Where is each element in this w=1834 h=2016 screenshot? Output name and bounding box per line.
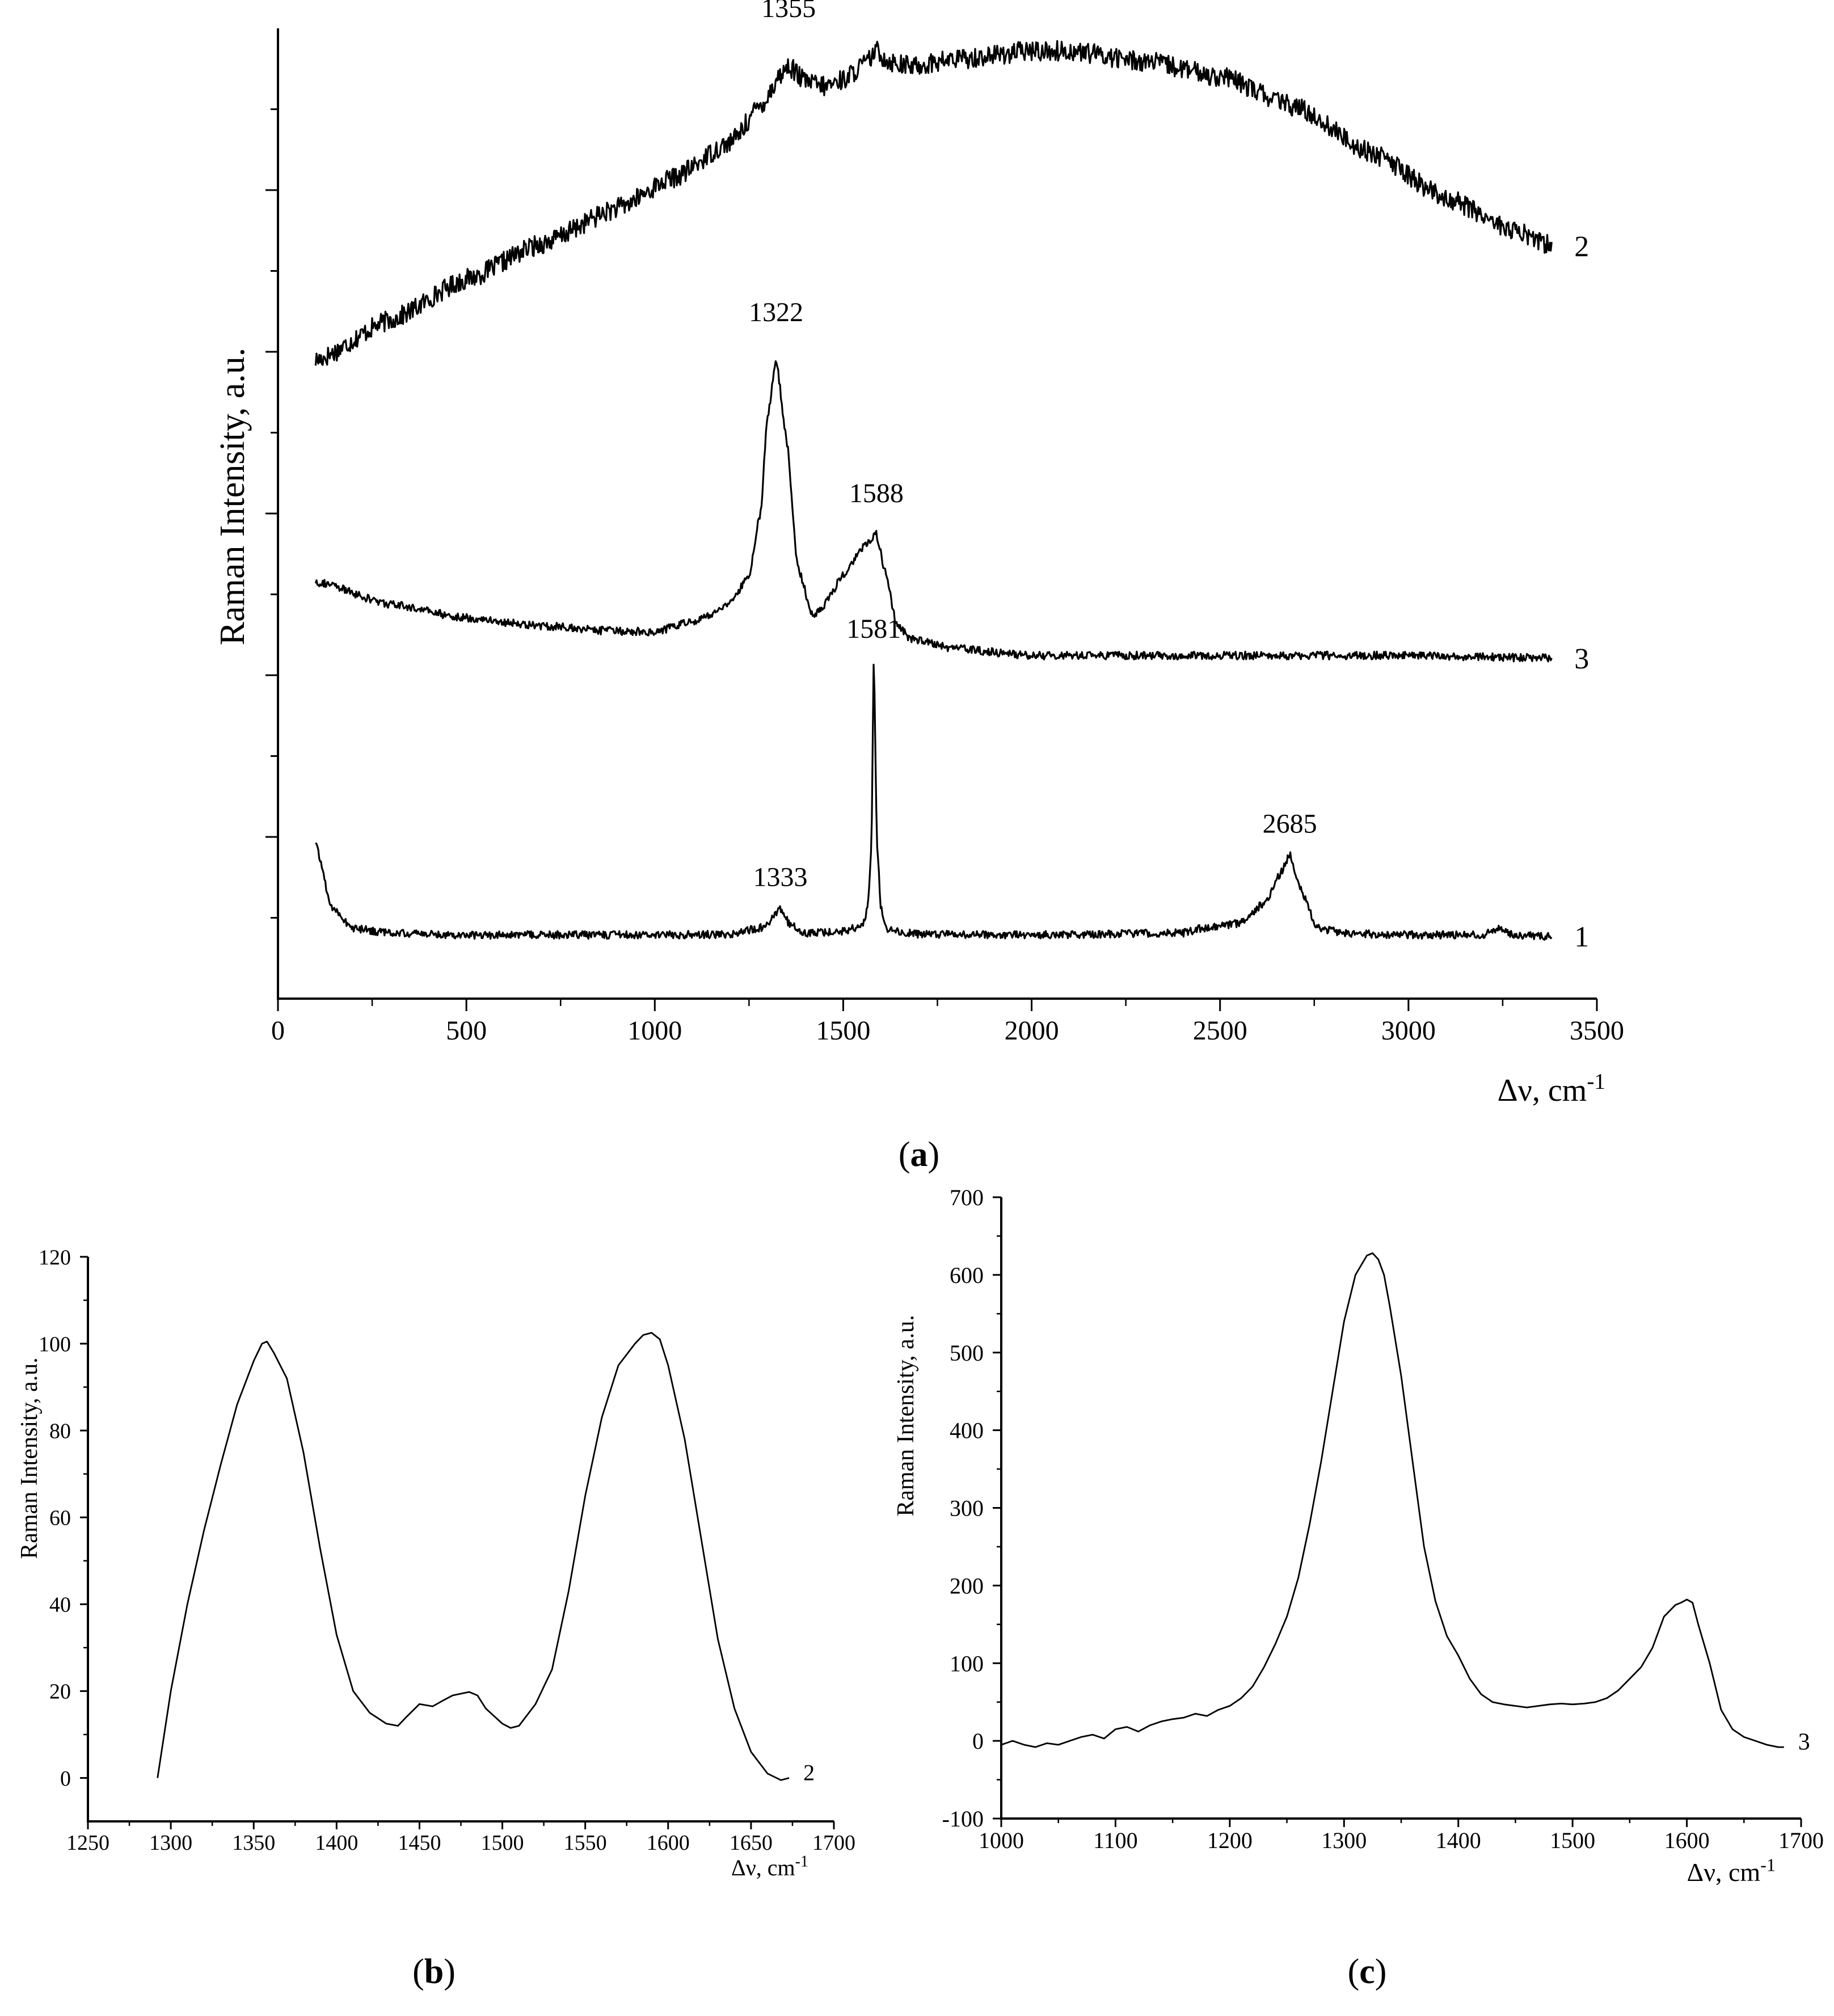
- c-x-axis-label-superscript: -1: [1760, 1854, 1776, 1875]
- panel-c-caption: (c): [1348, 1952, 1387, 1991]
- a-peak-label: 1355: [761, 0, 816, 23]
- c-y-tick-label: 600: [950, 1262, 984, 1288]
- a-x-tick-label: 2500: [1193, 1016, 1247, 1046]
- c-y-tick-label: 400: [950, 1418, 984, 1443]
- panel-a-series: 2 3 1: [314, 40, 1589, 953]
- a-series-3-line: [314, 360, 1553, 663]
- b-x-tick-label: 1500: [481, 1831, 524, 1855]
- c-y-tick-label: 300: [950, 1496, 984, 1521]
- a-x-tick-label: 1500: [816, 1016, 870, 1046]
- c-y-tick-label: 0: [972, 1728, 984, 1754]
- b-x-tick-label: 1300: [149, 1831, 192, 1855]
- panel-a-main-spectra: 0 500 1000 1500 2000 2500 3000 3500 2 3 1 1355 158…: [213, 0, 1624, 1174]
- b-y-tick-label: 80: [49, 1419, 71, 1443]
- panel-b-caption-letter: b: [424, 1952, 444, 1991]
- a-x-axis-label-superscript: -1: [1587, 1069, 1605, 1093]
- c-x-tick-label: 1600: [1664, 1828, 1710, 1853]
- panel-b-ticks: 1250 1300 1350 1400 1450 1500 1550 1600 1650 1700…: [39, 1245, 855, 1855]
- c-x-tick-label: 1100: [1093, 1828, 1138, 1853]
- panel-c-y-axis-label: Raman Intensity, a.u.: [893, 1315, 919, 1516]
- panel-b-caption: (b): [412, 1952, 456, 1991]
- c-y-tick-label: 700: [950, 1185, 984, 1210]
- b-y-tick-label: 120: [39, 1245, 71, 1269]
- c-y-tick-label: 100: [950, 1651, 984, 1676]
- c-y-tick-label: 500: [950, 1340, 984, 1366]
- a-x-tick-label: 2000: [1005, 1016, 1059, 1046]
- panel-a-annotations: 1355 1589 1322 1588 1581 1333 2685: [749, 0, 1317, 893]
- a-x-tick-label: 3500: [1570, 1016, 1624, 1046]
- a-series-3-label: 3: [1574, 643, 1589, 675]
- c-series-3-line: [1001, 1252, 1784, 1748]
- panel-b-inset-spectrum-2: 1250 1300 1350 1400 1450 1500 1550 1600 1650 1700…: [16, 1245, 855, 1991]
- b-x-tick-label: 1350: [232, 1831, 275, 1855]
- b-x-tick-label: 1250: [66, 1831, 109, 1855]
- b-y-tick-label: 100: [39, 1332, 71, 1356]
- b-y-tick-label: 40: [49, 1593, 71, 1617]
- a-peak-label: 1322: [749, 297, 803, 327]
- a-x-tick-label: 1000: [627, 1016, 682, 1046]
- panel-c-series: 3: [1001, 1252, 1810, 1755]
- a-series-2-line: [314, 40, 1553, 366]
- b-x-tick-label: 1400: [315, 1831, 358, 1855]
- panel-a-caption: (a): [899, 1135, 939, 1174]
- a-peak-label: 1589: [850, 0, 904, 3]
- b-x-tick-label: 1600: [647, 1831, 690, 1855]
- a-series-1-line: [315, 663, 1553, 941]
- c-x-tick-label: 1400: [1436, 1828, 1481, 1853]
- b-x-tick-label: 1650: [730, 1831, 773, 1855]
- a-peak-label: 1581: [846, 614, 901, 644]
- panel-b-y-axis-label: Raman Intensity, a.u.: [16, 1357, 43, 1559]
- c-x-tick-label: 1000: [979, 1828, 1024, 1853]
- a-x-tick-label: 500: [446, 1016, 487, 1046]
- b-series-2-label: 2: [803, 1760, 815, 1785]
- c-x-tick-label: 1700: [1778, 1828, 1824, 1853]
- panel-a-ticks: 0 500 1000 1500 2000 2500 3000 3500: [265, 108, 1624, 1046]
- c-y-tick-label: -100: [942, 1806, 984, 1832]
- c-x-tick-label: 1500: [1550, 1828, 1595, 1853]
- b-y-tick-label: 0: [60, 1767, 71, 1791]
- c-series-3-label: 3: [1798, 1729, 1810, 1755]
- panel-c-ticks: 1000 1100 1200 1300 1400 1500 1600 1700 -100 0 100…: [942, 1185, 1824, 1853]
- a-peak-label: 2685: [1263, 809, 1317, 839]
- panel-c-inset-spectrum-3: 1000 1100 1200 1300 1400 1500 1600 1700 -100 0 100…: [893, 1185, 1824, 1991]
- a-peak-label: 1588: [849, 478, 904, 508]
- panel-a-y-axis-label: Raman Intensity, a.u.: [213, 348, 252, 646]
- panel-b-series: 2: [157, 1332, 815, 1785]
- a-x-tick-label: 0: [271, 1016, 285, 1046]
- panel-a-caption-letter: a: [910, 1135, 928, 1174]
- panel-c-caption-letter: c: [1359, 1952, 1375, 1991]
- b-x-tick-label: 1700: [812, 1831, 855, 1855]
- c-x-tick-label: 1200: [1207, 1828, 1253, 1853]
- b-series-2-line: [157, 1332, 790, 1781]
- b-x-axis-label-superscript: -1: [795, 1853, 808, 1871]
- c-y-tick-label: 200: [950, 1573, 984, 1598]
- a-x-tick-label: 3000: [1381, 1016, 1436, 1046]
- a-series-2-label: 2: [1574, 230, 1589, 263]
- a-series-1-label: 1: [1574, 921, 1589, 953]
- b-y-tick-label: 20: [49, 1680, 71, 1704]
- b-x-tick-label: 1550: [564, 1831, 607, 1855]
- b-x-tick-label: 1450: [398, 1831, 441, 1855]
- b-y-tick-label: 60: [49, 1506, 71, 1530]
- a-peak-label: 1333: [753, 862, 807, 893]
- c-x-tick-label: 1300: [1321, 1828, 1367, 1853]
